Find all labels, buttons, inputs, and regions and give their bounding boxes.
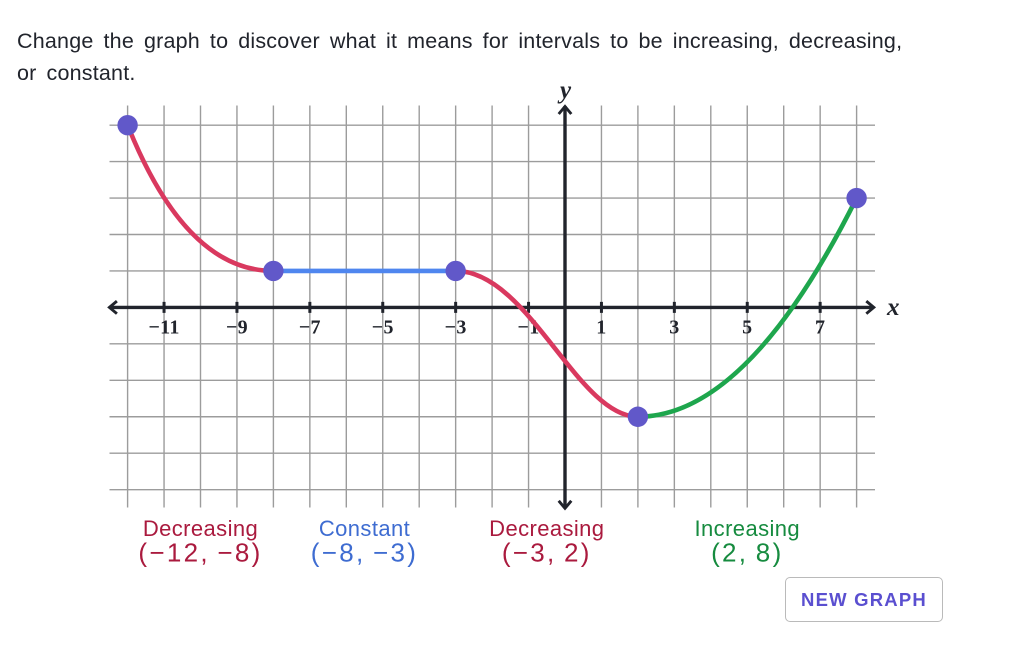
svg-text:−9: −9 <box>226 317 248 339</box>
svg-text:−5: −5 <box>372 317 394 339</box>
svg-text:(−8, −3): (−8, −3) <box>311 538 418 568</box>
svg-text:5: 5 <box>742 317 752 339</box>
svg-text:x: x <box>886 294 900 321</box>
svg-text:−11: −11 <box>148 317 179 339</box>
svg-text:y: y <box>557 77 572 104</box>
svg-text:(−12, −8): (−12, −8) <box>138 538 262 568</box>
svg-text:−7: −7 <box>299 317 321 339</box>
svg-text:(2, 8): (2, 8) <box>711 538 783 568</box>
svg-text:3: 3 <box>669 317 679 339</box>
svg-text:7: 7 <box>815 317 825 339</box>
svg-text:Constant: Constant <box>319 516 410 541</box>
svg-text:Decreasing: Decreasing <box>489 516 604 541</box>
svg-text:Increasing: Increasing <box>695 516 801 541</box>
svg-text:Decreasing: Decreasing <box>143 516 258 541</box>
svg-text:1: 1 <box>596 317 606 339</box>
svg-text:−3: −3 <box>445 317 467 339</box>
svg-text:(−3, 2): (−3, 2) <box>502 538 592 568</box>
